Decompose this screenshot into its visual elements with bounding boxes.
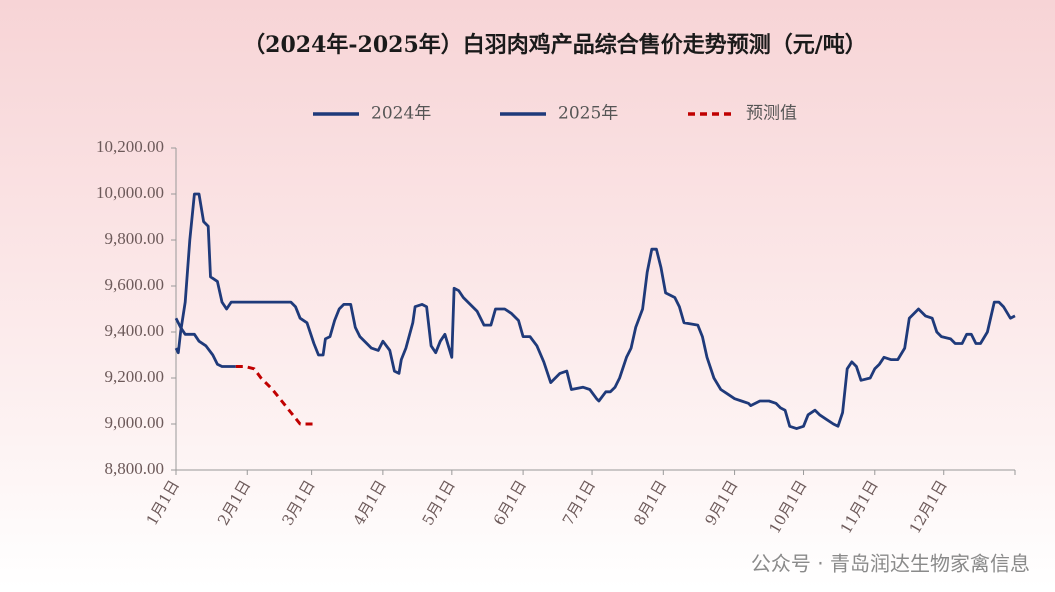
chart-title: （2024年-2025年）白羽肉鸡产品综合售价走势预测（元/吨）: [243, 32, 867, 58]
y-tick-label: 9,200.00: [105, 367, 165, 386]
y-tick-label: 9,600.00: [105, 275, 165, 294]
x-tick-label: 3月1日: [278, 477, 318, 529]
x-tick-label: 6月1日: [490, 477, 530, 529]
x-tick-label: 8月1日: [630, 477, 670, 529]
y-tick-label: 9,800.00: [105, 229, 165, 248]
y-tick-label: 9,400.00: [105, 321, 165, 340]
y-tick-label: 8,800.00: [105, 459, 165, 478]
x-tick-label: 10月1日: [766, 477, 811, 537]
legend-label: 2024年: [371, 104, 431, 124]
x-tick-label: 1月1日: [143, 477, 183, 529]
legend-label: 预测值: [746, 104, 797, 124]
series-line: [174, 192, 1016, 430]
x-tick-label: 11月1日: [837, 477, 882, 537]
x-tick-label: 9月1日: [701, 477, 741, 529]
y-tick-label: 9,000.00: [105, 413, 165, 432]
x-tick-label: 5月1日: [419, 477, 459, 529]
y-tick-label: 10,200.00: [96, 137, 164, 156]
series-line: [235, 365, 314, 426]
x-tick-label: 7月1日: [559, 477, 599, 529]
legend-label: 2025年: [558, 104, 618, 124]
x-tick-label: 12月1日: [906, 477, 951, 537]
watermark: 公众号 · 青岛润达生物家禽信息: [751, 552, 1030, 576]
x-tick-label: 2月1日: [214, 477, 254, 529]
y-tick-label: 10,000.00: [96, 183, 164, 202]
x-tick-label: 4月1日: [350, 477, 390, 529]
series-line: [174, 317, 236, 368]
